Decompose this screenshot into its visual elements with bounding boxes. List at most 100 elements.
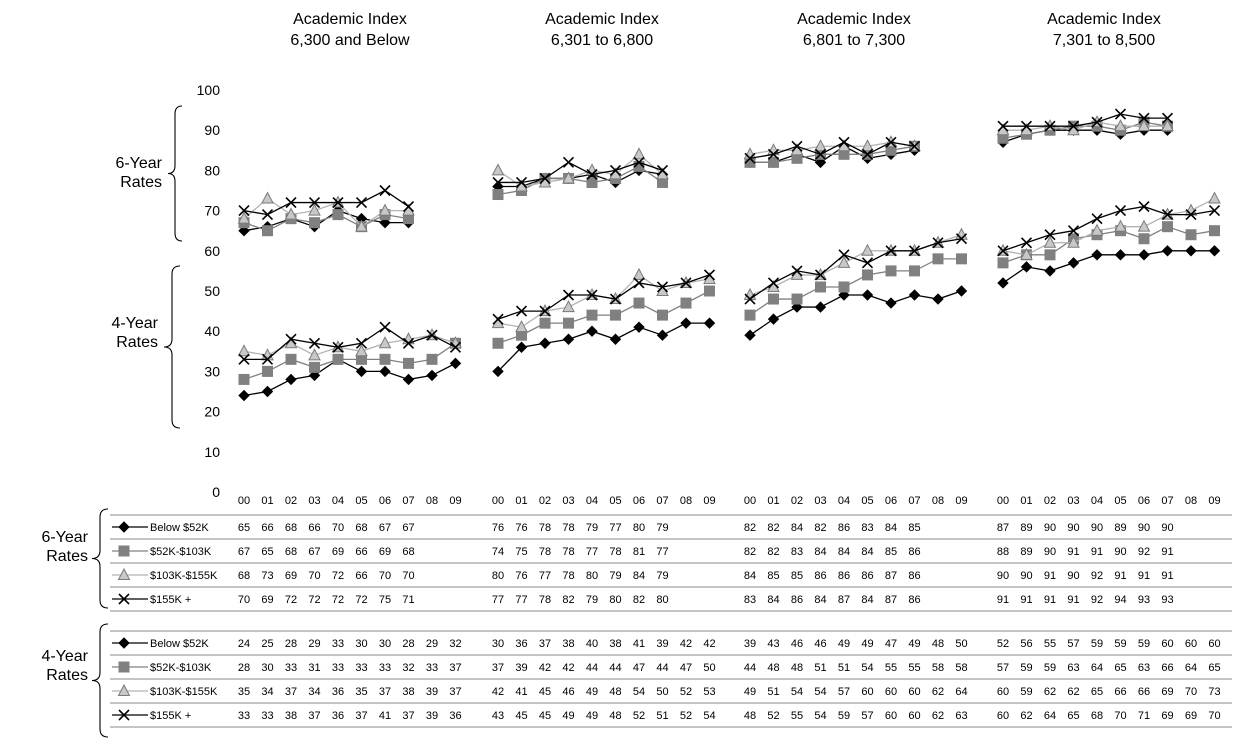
data-table: Below $52K 65 66 68 66 70 68 67 67 76 76 78 78 79 77 80… bbox=[110, 514, 1232, 728]
x-tick-label: 08 bbox=[680, 495, 692, 507]
table-cell: 67 bbox=[379, 522, 391, 534]
data-point bbox=[633, 321, 645, 333]
data-point bbox=[838, 249, 850, 261]
table-cell: 34 bbox=[261, 686, 273, 698]
table-cell: 50 bbox=[656, 686, 668, 698]
x-tick-label: 09 bbox=[449, 495, 461, 507]
table-cell: 91 bbox=[1161, 546, 1173, 558]
data-point bbox=[656, 329, 669, 341]
data-point bbox=[379, 184, 391, 197]
table-cell: 44 bbox=[609, 662, 621, 674]
data-point bbox=[378, 203, 392, 216]
legend-marker bbox=[118, 709, 130, 721]
table-cell: 85 bbox=[791, 570, 803, 582]
data-point bbox=[633, 297, 645, 309]
panel-title: Academic Index bbox=[293, 11, 407, 28]
table-cell: 29 bbox=[308, 638, 320, 650]
table-cell: 30 bbox=[379, 638, 391, 650]
table-cell: 80 bbox=[656, 594, 668, 606]
table-cell: 86 bbox=[861, 570, 873, 582]
data-point bbox=[955, 285, 968, 297]
series-label: Below $52K bbox=[150, 638, 209, 650]
data-point bbox=[586, 325, 598, 337]
table-cell: 37 bbox=[539, 638, 551, 650]
table-cell: 33 bbox=[426, 662, 438, 674]
x-tick-label: 05 bbox=[355, 495, 367, 507]
table-cell: 68 bbox=[285, 546, 297, 558]
data-point bbox=[768, 156, 779, 168]
table-label-4yr-rates: Rates bbox=[46, 667, 88, 684]
table-cell: 72 bbox=[285, 594, 297, 606]
y-tick-label: 100 bbox=[197, 82, 221, 98]
y-tick-label: 40 bbox=[204, 323, 220, 339]
data-point bbox=[1185, 229, 1197, 241]
x-tick-label: 06 bbox=[379, 495, 391, 507]
x-tick-label: 00 bbox=[238, 495, 250, 507]
panel-title: Academic Index bbox=[797, 11, 911, 28]
data-point bbox=[1209, 225, 1220, 237]
x-tick-label: 04 bbox=[586, 495, 598, 507]
y-axis: 0 10 20 30 40 50 60 70 80 90 100 bbox=[197, 82, 221, 500]
data-point bbox=[791, 265, 803, 277]
table-cell: 70 bbox=[1185, 686, 1197, 698]
table-cell: 49 bbox=[586, 686, 598, 698]
table-cell: 86 bbox=[908, 546, 920, 558]
table-cell: 57 bbox=[1067, 638, 1079, 650]
data-point bbox=[1067, 257, 1080, 269]
table-cell: 54 bbox=[633, 686, 645, 698]
table-cell: 72 bbox=[332, 594, 344, 606]
table-cell: 86 bbox=[791, 594, 803, 606]
table-cell: 42 bbox=[703, 638, 715, 650]
data-point bbox=[355, 196, 368, 209]
table-cell: 84 bbox=[814, 546, 826, 558]
data-point bbox=[308, 196, 321, 209]
table-cell: 62 bbox=[932, 710, 944, 722]
table-cell: 47 bbox=[680, 662, 692, 674]
table-cell: 90 bbox=[1044, 546, 1056, 558]
table-cell: 50 bbox=[703, 662, 715, 674]
table-cell: 66 bbox=[355, 546, 367, 558]
data-point bbox=[656, 281, 669, 293]
table-cell: 64 bbox=[1091, 662, 1103, 674]
table-cell: 77 bbox=[539, 570, 551, 582]
data-point bbox=[238, 373, 250, 385]
data-point bbox=[1161, 209, 1174, 221]
table-label-6yr-rates: Rates bbox=[46, 548, 88, 565]
data-point bbox=[1138, 201, 1150, 213]
table-cell: 79 bbox=[586, 594, 598, 606]
table-cell: 54 bbox=[814, 710, 826, 722]
series-line-four_year bbox=[749, 238, 962, 300]
data-point bbox=[515, 176, 528, 189]
table-cell: 90 bbox=[1138, 522, 1150, 534]
data-point bbox=[1090, 223, 1104, 236]
data-point bbox=[909, 265, 920, 277]
data-point bbox=[1161, 119, 1174, 132]
table-cell: 82 bbox=[767, 522, 779, 534]
table-cell: 60 bbox=[1208, 638, 1220, 650]
table-cell: 92 bbox=[1091, 570, 1103, 582]
table-cell: 24 bbox=[238, 638, 250, 650]
label-6yr-rates: Rates bbox=[120, 174, 162, 191]
table-cell: 59 bbox=[1114, 638, 1126, 650]
table-cell: 71 bbox=[1138, 710, 1150, 722]
table-cell: 94 bbox=[1114, 594, 1126, 606]
x-tick-label: 01 bbox=[1020, 495, 1032, 507]
table-cell: 37 bbox=[402, 710, 414, 722]
table-cell: 63 bbox=[1067, 662, 1079, 674]
data-point bbox=[744, 152, 756, 164]
data-point bbox=[861, 139, 874, 152]
table-cell: 37 bbox=[492, 662, 504, 674]
table-cell: 89 bbox=[1020, 522, 1032, 534]
x-tick-label: 03 bbox=[814, 495, 826, 507]
table-cell: 91 bbox=[1067, 594, 1079, 606]
table-cell: 30 bbox=[355, 638, 367, 650]
table-cell: 75 bbox=[515, 546, 527, 558]
table-cell: 67 bbox=[308, 546, 320, 558]
data-point bbox=[997, 245, 1009, 257]
table-cell: 91 bbox=[1044, 594, 1056, 606]
series-line-four_year bbox=[497, 274, 710, 320]
table-cell: 82 bbox=[814, 522, 826, 534]
data-point bbox=[332, 209, 344, 221]
data-point bbox=[308, 337, 321, 349]
label-4yr-rates: 4-Year bbox=[111, 315, 158, 332]
